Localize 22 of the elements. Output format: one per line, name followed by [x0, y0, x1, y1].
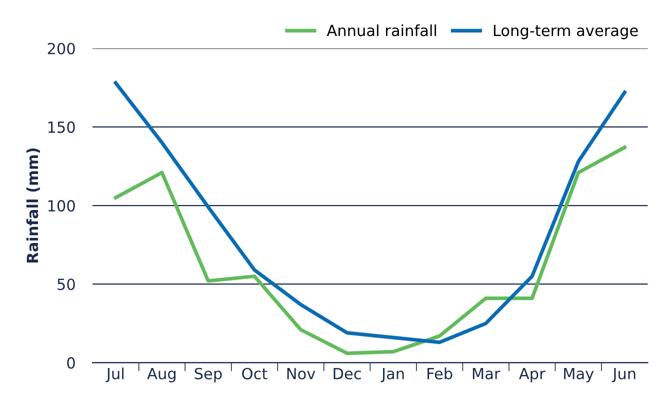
legend-label: Annual rainfall: [326, 24, 436, 36]
x-tick-label: Aug: [147, 368, 176, 382]
x-tick-label: Oct: [242, 368, 268, 380]
y-tick-label: 50: [58, 278, 75, 290]
x-tick-label: Jun: [612, 368, 636, 382]
x-tick-label: Apr: [519, 368, 546, 382]
x-tick-label: Dec: [334, 368, 361, 380]
x-tick-label: Mar: [472, 368, 500, 380]
y-tick-label: 100: [48, 200, 75, 212]
line-series: [114, 81, 626, 344]
x-tick-label: Jan: [380, 368, 404, 382]
y-axis-title: Rainfall (mm): [26, 148, 40, 262]
x-tick-label: May: [564, 368, 594, 382]
x-tick-label: Jul: [106, 368, 124, 382]
x-tick-label: Feb: [428, 368, 452, 380]
y-tick-label: 150: [48, 121, 75, 133]
x-tick-label: Sep: [194, 368, 222, 382]
y-tick-label: 200: [48, 42, 75, 54]
legend-label: Long-term average: [494, 24, 638, 40]
x-tick-label: Nov: [287, 368, 316, 380]
line-series: [114, 146, 626, 356]
y-tick-label: 0: [67, 357, 75, 369]
